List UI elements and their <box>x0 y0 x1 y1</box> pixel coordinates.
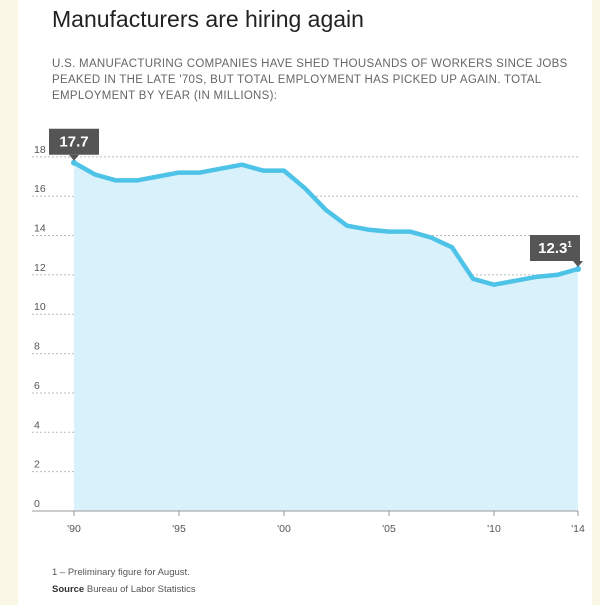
source-line: Source Bureau of Labor Statistics <box>52 584 196 595</box>
series <box>71 160 581 511</box>
y-tick-label: 0 <box>34 498 40 510</box>
y-tick-label: 4 <box>34 419 40 431</box>
x-tick-label: '00 <box>277 523 291 535</box>
x-axis: '90 '95 '00 '05 '10 '14 <box>32 510 585 535</box>
y-tick-label: 8 <box>34 341 40 353</box>
callout-footnote-mark: 1 <box>567 240 572 249</box>
y-tick-label: 10 <box>34 301 46 313</box>
callout-point <box>71 159 77 166</box>
callout-box <box>530 234 580 261</box>
y-tick-label: 2 <box>34 459 40 471</box>
chart-title: Manufacturers are hiring again <box>52 6 364 32</box>
y-tick-label: 6 <box>34 380 40 392</box>
area-fill <box>74 162 578 511</box>
x-tick-label: '14 <box>571 523 585 535</box>
callout-box <box>49 128 99 155</box>
callout-pointer <box>573 260 583 267</box>
chart-subtitle: U.S. MANUFACTURING COMPANIES HAVE SHED T… <box>52 58 568 102</box>
y-tick-label: 12 <box>34 262 46 274</box>
callout-label: 12.31 <box>538 240 572 257</box>
callout-point <box>575 265 581 272</box>
callout-pointer <box>69 154 79 161</box>
y-tick-label: 14 <box>34 223 46 235</box>
series-line <box>71 160 581 287</box>
source-label: Source <box>52 584 85 595</box>
footnote: 1 – Preliminary figure for August. <box>52 567 190 578</box>
y-tick-label: 16 <box>34 183 46 195</box>
y-tick-label: 18 <box>34 144 46 156</box>
x-tick-label: '05 <box>382 523 396 535</box>
x-tick-label: '90 <box>67 523 81 535</box>
source-text: Bureau of Labor Statistics <box>86 584 196 595</box>
x-tick-label: '10 <box>487 523 501 535</box>
y-axis: 0 2 4 6 8 10 12 14 16 18 <box>34 144 46 510</box>
x-tick-label: '95 <box>172 523 186 535</box>
callouts: 17.7 12.31 <box>49 128 583 272</box>
callout-label: 17.7 <box>59 134 88 151</box>
